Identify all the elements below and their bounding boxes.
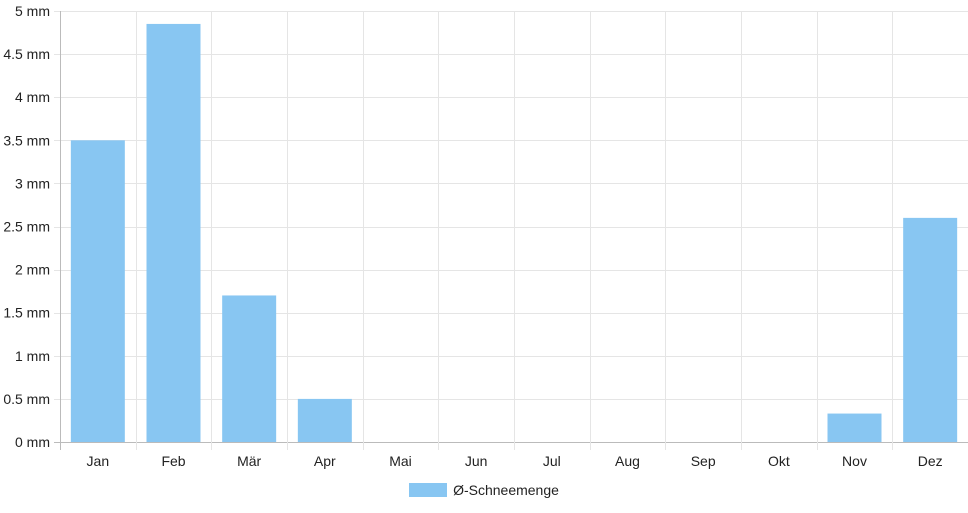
x-tick-label: Jan xyxy=(87,453,110,469)
y-tick-label: 5 mm xyxy=(15,3,50,19)
legend-label: Ø-Schneemenge xyxy=(453,482,559,498)
x-axis-tick-labels: Jan Feb Mär Apr Mai Jun Jul Aug Sep Okt Nov Dez xyxy=(87,453,943,469)
x-tick-label: Aug xyxy=(615,453,640,469)
x-tick-label: Okt xyxy=(768,453,790,469)
y-tick-label: 3.5 mm xyxy=(3,132,50,148)
x-tick-label: Dez xyxy=(918,453,943,469)
y-tick-label: 4 mm xyxy=(15,89,50,105)
y-tick-label: 0.5 mm xyxy=(3,391,50,407)
x-tick-label: Sep xyxy=(691,453,716,469)
y-axis-tick-labels: 0 mm 0.5 mm 1 mm 1.5 mm 2 mm 2.5 mm 3 mm 3.5 mm… xyxy=(3,3,50,450)
bar-dez[interactable] xyxy=(903,217,958,442)
x-tick-label: Mai xyxy=(389,453,412,469)
x-tick-label: Jul xyxy=(543,453,561,469)
bar-nov[interactable] xyxy=(827,413,882,442)
bar-apr[interactable] xyxy=(297,398,352,442)
x-tick-label: Nov xyxy=(842,453,867,469)
y-tick-label: 1 mm xyxy=(15,348,50,364)
bar-mär[interactable] xyxy=(222,295,277,442)
y-tick-label: 1.5 mm xyxy=(3,305,50,321)
legend: Ø-Schneemenge xyxy=(0,480,968,500)
bar-jan[interactable] xyxy=(70,140,125,443)
y-tick-label: 2 mm xyxy=(15,262,50,278)
grid-lines xyxy=(54,11,968,450)
legend-swatch xyxy=(409,483,448,497)
y-tick-label: 3 mm xyxy=(15,175,50,191)
x-tick-label: Jun xyxy=(465,453,488,469)
y-tick-label: 4.5 mm xyxy=(3,46,50,62)
bar-feb[interactable] xyxy=(146,23,201,443)
bars xyxy=(70,23,958,443)
y-tick-label: 0 mm xyxy=(15,434,50,450)
x-tick-label: Apr xyxy=(314,453,336,469)
y-tick-label: 2.5 mm xyxy=(3,219,50,235)
x-tick-label: Mär xyxy=(237,453,261,469)
x-tick-label: Feb xyxy=(161,453,185,469)
